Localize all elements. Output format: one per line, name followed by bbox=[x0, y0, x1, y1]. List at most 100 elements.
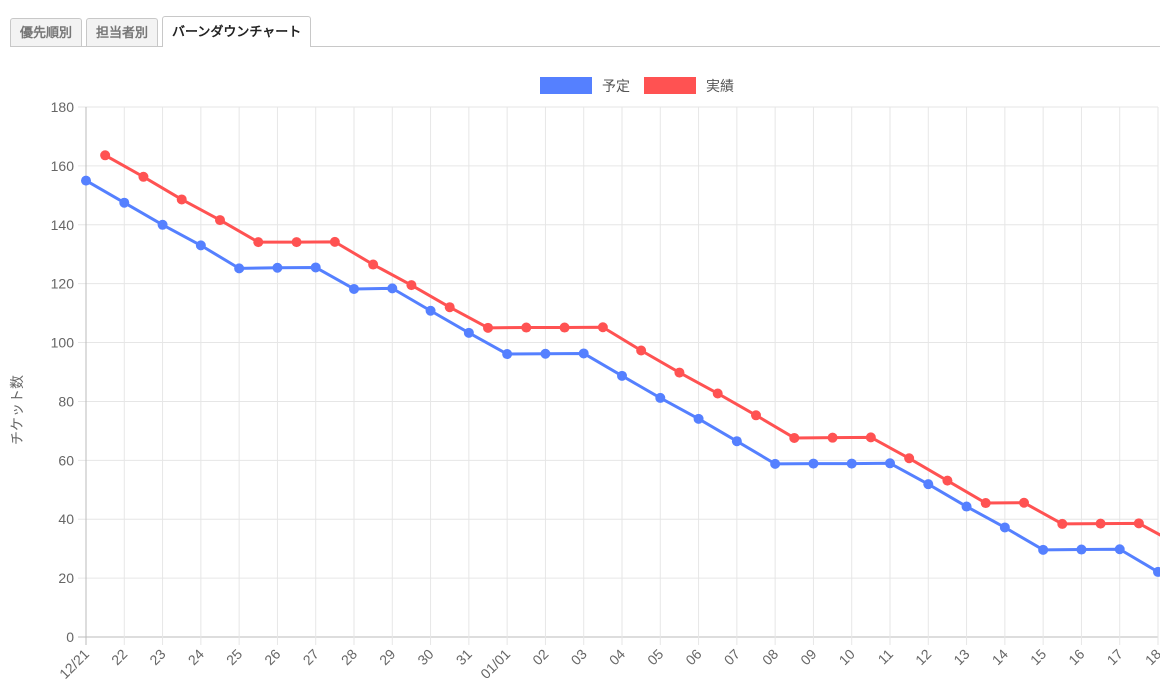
y-axis-label: チケット数 bbox=[9, 375, 25, 445]
x-tick-label: 12/21 bbox=[56, 646, 92, 682]
x-tick-label: 24 bbox=[185, 646, 207, 668]
data-point[interactable] bbox=[636, 345, 647, 356]
data-point[interactable] bbox=[368, 259, 379, 270]
x-tick-label: 10 bbox=[836, 646, 858, 668]
data-point[interactable] bbox=[272, 262, 283, 273]
data-point[interactable] bbox=[195, 240, 206, 251]
x-tick-label: 01/01 bbox=[477, 646, 513, 682]
data-point[interactable] bbox=[578, 348, 589, 359]
x-tick-label: 27 bbox=[300, 646, 322, 668]
data-point[interactable] bbox=[655, 392, 666, 403]
data-point[interactable] bbox=[444, 302, 455, 313]
data-point[interactable] bbox=[827, 432, 838, 443]
data-point[interactable] bbox=[157, 219, 168, 230]
y-tick-label: 140 bbox=[51, 217, 75, 233]
data-point[interactable] bbox=[1153, 566, 1160, 577]
data-point[interactable] bbox=[1133, 518, 1144, 529]
data-point[interactable] bbox=[81, 175, 91, 186]
data-point[interactable] bbox=[119, 197, 130, 208]
data-point[interactable] bbox=[693, 413, 704, 424]
x-tick-label: 29 bbox=[376, 646, 398, 668]
x-tick-label: 22 bbox=[108, 646, 130, 668]
x-tick-label: 02 bbox=[529, 646, 551, 668]
y-tick-label: 20 bbox=[58, 570, 74, 586]
data-point[interactable] bbox=[291, 237, 302, 248]
data-point[interactable] bbox=[559, 322, 570, 333]
data-point[interactable] bbox=[789, 432, 800, 443]
data-point[interactable] bbox=[406, 280, 417, 291]
data-point[interactable] bbox=[540, 348, 551, 359]
x-tick-label: 31 bbox=[453, 646, 475, 668]
data-point[interactable] bbox=[808, 458, 819, 469]
data-point[interactable] bbox=[885, 458, 895, 469]
legend-item[interactable]: 予定 bbox=[540, 77, 630, 94]
x-tick-label: 23 bbox=[146, 646, 168, 668]
view-tabs: 優先順別 担当者別 バーンダウンチャート bbox=[10, 14, 1160, 47]
data-point[interactable] bbox=[597, 322, 608, 333]
data-point[interactable] bbox=[234, 263, 245, 274]
x-tick-label: 12 bbox=[912, 646, 934, 668]
data-point[interactable] bbox=[349, 283, 359, 294]
x-tick-label: 07 bbox=[721, 646, 743, 668]
data-point[interactable] bbox=[1114, 544, 1125, 555]
tab-priority[interactable]: 優先順別 bbox=[10, 18, 83, 46]
data-point[interactable] bbox=[1038, 544, 1049, 555]
tab-burndown[interactable]: バーンダウンチャート bbox=[162, 16, 312, 47]
series-1 bbox=[100, 150, 1160, 537]
data-point[interactable] bbox=[463, 327, 474, 338]
x-tick-label: 11 bbox=[875, 646, 897, 668]
y-tick-label: 0 bbox=[66, 629, 74, 645]
data-point[interactable] bbox=[521, 322, 532, 333]
data-point[interactable] bbox=[980, 498, 991, 509]
data-point[interactable] bbox=[1076, 544, 1087, 555]
data-point[interactable] bbox=[310, 262, 321, 273]
data-point[interactable] bbox=[483, 322, 493, 333]
x-tick-label: 26 bbox=[261, 646, 283, 668]
data-point[interactable] bbox=[961, 501, 972, 512]
x-tick-label: 25 bbox=[223, 646, 245, 668]
x-tick-label: 06 bbox=[682, 646, 704, 668]
legend-item[interactable]: 実績 bbox=[644, 77, 734, 94]
data-point[interactable] bbox=[712, 388, 723, 399]
x-tick-label: 03 bbox=[568, 646, 590, 668]
data-point[interactable] bbox=[923, 479, 934, 490]
data-point[interactable] bbox=[176, 194, 187, 205]
data-point[interactable] bbox=[100, 150, 111, 161]
x-tick-label: 13 bbox=[950, 646, 972, 668]
x-tick-label: 15 bbox=[1027, 646, 1049, 668]
legend[interactable]: 予定 実績 bbox=[540, 77, 734, 94]
data-point[interactable] bbox=[138, 171, 149, 182]
data-point[interactable] bbox=[1057, 518, 1068, 529]
data-point[interactable] bbox=[731, 436, 742, 447]
series-0 bbox=[81, 175, 1160, 577]
x-tick-label: 30 bbox=[414, 646, 436, 668]
y-tick-label: 80 bbox=[58, 393, 74, 409]
data-point[interactable] bbox=[846, 458, 857, 469]
x-tick-label: 28 bbox=[338, 646, 360, 668]
data-point[interactable] bbox=[904, 453, 915, 464]
data-point[interactable] bbox=[770, 458, 781, 469]
x-tick-label: 14 bbox=[989, 646, 1011, 668]
data-point[interactable] bbox=[942, 475, 953, 486]
data-point[interactable] bbox=[751, 410, 761, 421]
data-point[interactable] bbox=[425, 305, 436, 316]
data-point[interactable] bbox=[387, 283, 398, 294]
x-tick-label: 09 bbox=[797, 646, 819, 668]
data-point[interactable] bbox=[329, 236, 340, 247]
y-tick-label: 160 bbox=[51, 158, 75, 174]
legend-swatch bbox=[644, 77, 696, 94]
data-point[interactable] bbox=[674, 367, 685, 378]
data-point[interactable] bbox=[215, 215, 225, 226]
data-point[interactable] bbox=[1095, 518, 1106, 529]
x-tick-label: 16 bbox=[1065, 646, 1087, 668]
x-tick-label: 05 bbox=[644, 646, 666, 668]
y-tick-label: 40 bbox=[58, 511, 74, 527]
data-point[interactable] bbox=[865, 432, 876, 443]
data-point[interactable] bbox=[617, 370, 627, 381]
data-point[interactable] bbox=[1019, 497, 1029, 508]
tab-assignee[interactable]: 担当者別 bbox=[86, 18, 159, 46]
data-point[interactable] bbox=[502, 349, 513, 360]
data-point[interactable] bbox=[253, 237, 264, 248]
data-point[interactable] bbox=[999, 522, 1010, 533]
